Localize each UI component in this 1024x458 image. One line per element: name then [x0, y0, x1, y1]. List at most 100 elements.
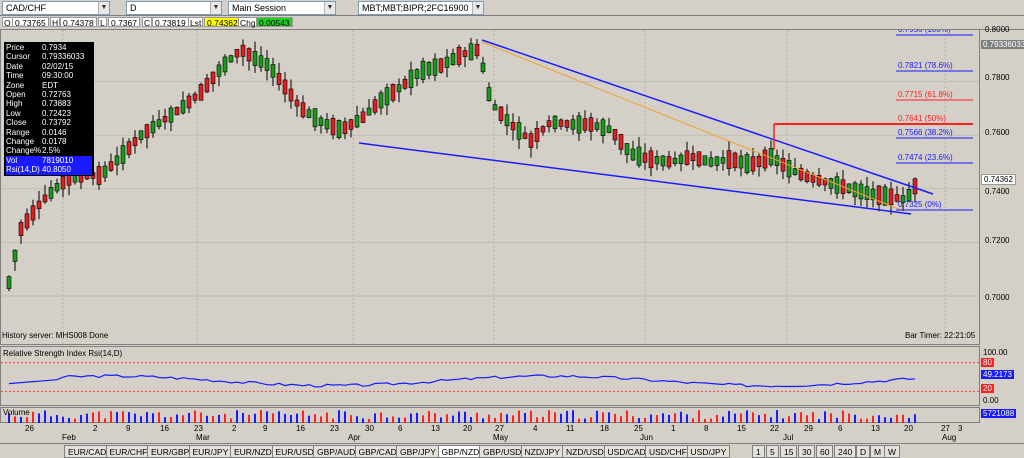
interval-button[interactable]: 5	[766, 445, 779, 458]
volume-bar	[776, 410, 778, 424]
candle-body	[810, 174, 816, 183]
volume-pane[interactable]: Volume	[0, 407, 980, 424]
candle-body	[24, 213, 30, 229]
tab-eur-nzd[interactable]: EUR/NZD	[230, 445, 276, 458]
tab-gbp-cad[interactable]: GBP/CAD	[354, 445, 401, 458]
data-window-value: 2.5%	[42, 146, 61, 156]
volume-bar	[632, 416, 634, 424]
date-axis-day: 6	[838, 424, 843, 433]
volume-bar	[242, 412, 244, 424]
tab-usd-chf[interactable]: USD/CHF	[645, 445, 691, 458]
candle-body	[96, 166, 102, 185]
volume-bar	[494, 417, 496, 424]
tab-eur-chf[interactable]: EUR/CHF	[105, 445, 152, 458]
date-axis-day: 20	[904, 424, 913, 433]
interval-button[interactable]: W	[884, 445, 901, 458]
volume-bar	[290, 414, 292, 424]
date-axis-month: Aug	[942, 433, 957, 442]
price-chart[interactable]: 0.7956 (100%) 0.7821 (78.6%) 0.7715 (61.8%…	[0, 29, 980, 345]
volume-bar	[86, 413, 88, 424]
volume-bar	[548, 410, 550, 424]
tab-gbp-usd[interactable]: GBP/USD	[479, 445, 526, 458]
candle-body	[462, 50, 468, 57]
interval-button[interactable]: 60	[816, 445, 834, 458]
candle-body	[744, 154, 750, 174]
candle-body	[642, 152, 648, 163]
tab-gbp-jpy[interactable]: GBP/JPY	[396, 445, 440, 458]
interval-button[interactable]: 240	[834, 445, 857, 458]
fib-level-label: 0.7956 (100%)	[898, 30, 951, 34]
date-axis-day: 30	[365, 424, 374, 433]
tab-eur-jpy[interactable]: EUR/JPY	[188, 445, 233, 458]
volume-bar	[314, 414, 316, 424]
data-window-row: High 0.73883	[6, 99, 92, 108]
volume-bar	[824, 411, 826, 424]
interval-button[interactable]: D	[856, 445, 871, 458]
volume-canvas	[8, 410, 916, 424]
volume-bar	[866, 418, 868, 424]
chevron-down-icon[interactable]: ▼	[472, 2, 483, 14]
tab-eur-usd[interactable]: EUR/USD	[271, 445, 318, 458]
tab-gbp-aud[interactable]: GBP/AUD	[313, 445, 360, 458]
candle-body	[762, 149, 768, 169]
tab-gbp-nzd[interactable]: GBP/NZD	[437, 445, 484, 458]
tab-nzd-usd[interactable]: NZD/USD	[562, 445, 608, 458]
candle-body	[582, 118, 588, 131]
volume-bar	[584, 418, 586, 424]
volume-value-label: 5721088	[981, 409, 1017, 418]
rsi-value-label: 49.2173	[981, 370, 1014, 379]
interval-button[interactable]: 1	[752, 445, 765, 458]
session-select[interactable]: Main Session ▼	[228, 1, 336, 15]
data-window-value: 7819010	[42, 155, 74, 165]
volume-bar	[680, 411, 682, 424]
candle-body	[102, 165, 108, 178]
date-axis-day: 9	[263, 424, 268, 433]
high-label: H	[50, 17, 61, 28]
data-window-key: Zone	[6, 80, 25, 90]
candle-body	[792, 168, 798, 175]
volume-bar	[524, 413, 526, 424]
volume-bar	[170, 417, 172, 424]
interval-button[interactable]: 15	[780, 445, 798, 458]
volume-bar	[602, 412, 604, 424]
volume-bar	[554, 412, 556, 424]
interval-button[interactable]: 30	[798, 445, 816, 458]
interval-button[interactable]: M	[870, 445, 886, 458]
candle-body	[456, 46, 462, 65]
volume-bar	[38, 413, 40, 424]
volume-bar	[152, 413, 154, 424]
datasource-select[interactable]: MBT;MBT;BIPR;2FC16900 ▼	[358, 1, 484, 15]
rsi-pane[interactable]: Relative Strength Index Rsi(14,D)	[0, 346, 981, 406]
symbol-select[interactable]: CAD/CHF ▼	[2, 1, 110, 15]
chevron-down-icon[interactable]: ▼	[210, 2, 221, 14]
candle-body	[426, 62, 432, 76]
last-label: Lst	[188, 17, 204, 28]
date-axis-day: 9	[126, 424, 131, 433]
candle-body	[438, 58, 444, 73]
volume-bar	[410, 413, 412, 424]
tab-eur-gbp[interactable]: EUR/GBP	[147, 445, 194, 458]
volume-bar	[416, 412, 418, 424]
volume-bar	[200, 412, 202, 424]
chevron-down-icon[interactable]: ▼	[98, 2, 109, 14]
datasource-value: MBT;MBT;BIPR;2FC16900	[362, 3, 469, 13]
interval-select[interactable]: D ▼	[126, 1, 222, 15]
tab-nzd-jpy[interactable]: NZD/JPY	[520, 445, 564, 458]
volume-bar	[644, 417, 646, 424]
candle-body	[804, 171, 810, 182]
data-window-key: Price	[6, 43, 25, 52]
tab-usd-jpy[interactable]: USD/JPY	[686, 445, 731, 458]
price-chart-canvas[interactable]: 0.7956 (100%) 0.7821 (78.6%) 0.7715 (61.8%…	[1, 30, 980, 345]
volume-bar	[140, 416, 142, 424]
data-window-row: Cursor 0.79336033	[6, 52, 92, 61]
date-axis-day: 1	[671, 424, 676, 433]
volume-bar	[266, 411, 268, 424]
tab-usd-cad[interactable]: USD/CAD	[603, 445, 650, 458]
candle-body	[522, 132, 528, 139]
volume-bar	[656, 415, 658, 424]
candle-body	[726, 150, 732, 169]
date-axis-day: 2	[232, 424, 237, 433]
volume-bar	[116, 411, 118, 424]
tab-eur-cad[interactable]: EUR/CAD	[64, 445, 111, 458]
chevron-down-icon[interactable]: ▼	[324, 2, 335, 14]
